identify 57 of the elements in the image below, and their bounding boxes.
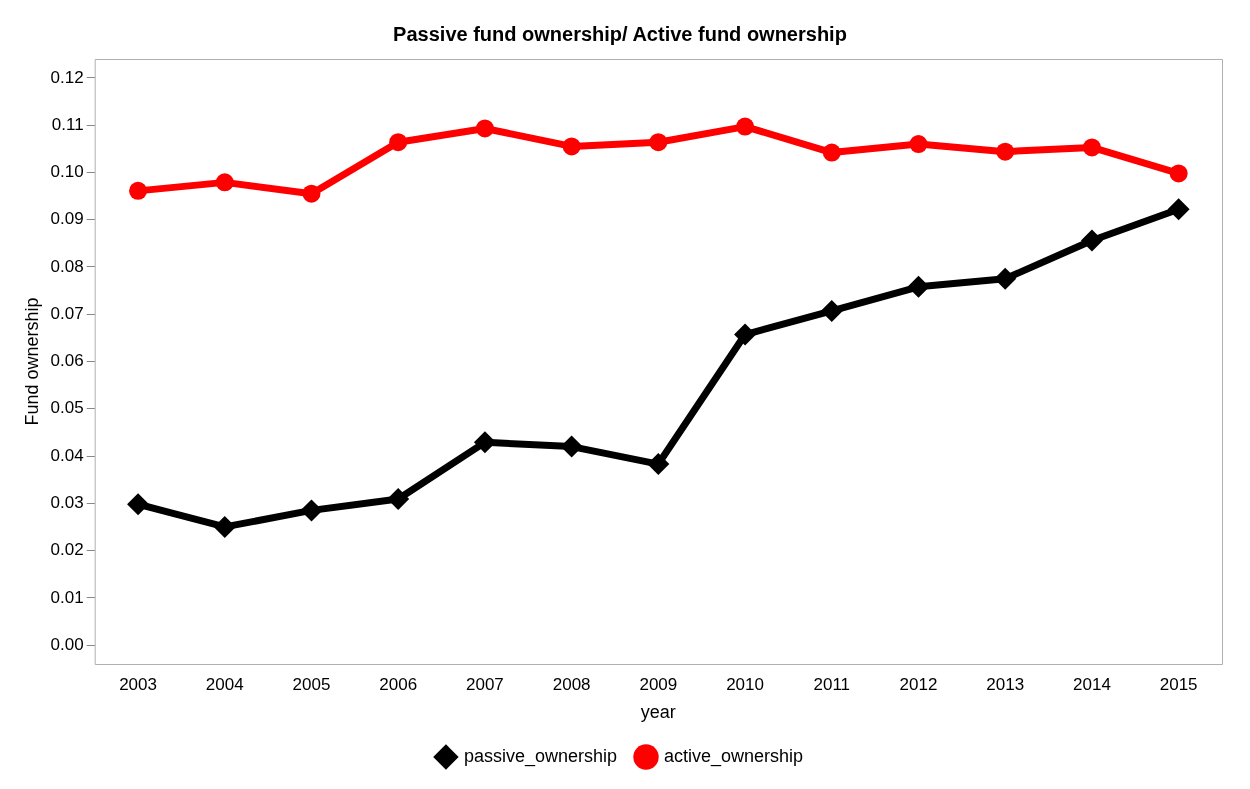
x-tick-label: 2008: [552, 674, 591, 694]
point: [215, 173, 234, 192]
y-tick-label: 0.11: [51, 114, 84, 134]
y-tick-label: 0.07: [50, 303, 84, 323]
chart-title: Passive fund ownership/ Active fund ownership: [393, 22, 847, 45]
point: [475, 119, 494, 138]
x-tick-label: 2011: [813, 674, 851, 694]
x-tick-label: 2005: [292, 674, 331, 694]
y-tick-label: 0.10: [50, 162, 84, 182]
point: [736, 117, 755, 136]
point: [127, 493, 150, 516]
y-axis-title: Fund ownership: [21, 297, 42, 426]
legend-label: active_ownership: [664, 745, 804, 767]
point: [994, 267, 1017, 290]
y-tick-label: 0.03: [50, 492, 84, 512]
x-tick-label: 2004: [205, 674, 244, 694]
legend-label: passive_ownership: [463, 745, 618, 767]
x-tick-label: 2006: [379, 674, 418, 694]
point: [1169, 164, 1188, 183]
point: [647, 453, 670, 476]
point: [302, 184, 321, 203]
y-tick-label: 0.02: [50, 540, 84, 560]
point: [389, 133, 408, 152]
y-tick-label: 0.00: [50, 634, 84, 654]
point: [820, 299, 843, 322]
y-tick-label: 0.09: [50, 209, 84, 229]
point: [907, 275, 930, 298]
x-tick-label: 2010: [726, 674, 764, 694]
point: [129, 181, 148, 200]
y-tick-label: 0.08: [50, 256, 84, 276]
point: [822, 143, 841, 162]
y-tick-label: 0.04: [50, 445, 84, 465]
y-tick-label: 0.12: [50, 67, 84, 87]
point: [213, 515, 236, 538]
point: [996, 142, 1015, 161]
point: [1167, 198, 1190, 221]
point: [649, 133, 668, 152]
point: [387, 488, 410, 511]
y-tick-label: 0.05: [50, 398, 84, 418]
point: [1082, 138, 1101, 157]
x-tick-label: 2007: [466, 674, 504, 694]
point: [560, 435, 583, 458]
x-tick-label: 2009: [639, 674, 678, 694]
point: [734, 323, 757, 346]
point: [1080, 229, 1103, 252]
x-axis-title: year: [640, 702, 676, 723]
x-tick-label: 2015: [1159, 674, 1198, 694]
x-tick-label: 2013: [986, 674, 1025, 694]
point: [562, 137, 581, 156]
x-tick-label: 2014: [1073, 674, 1111, 694]
point: [909, 135, 928, 154]
point: [473, 431, 496, 454]
point: [300, 499, 323, 522]
y-tick-label: 0.06: [50, 351, 84, 371]
y-tick-label: 0.01: [50, 587, 84, 607]
x-tick-label: 2003: [119, 674, 157, 694]
x-tick-label: 2012: [899, 674, 938, 694]
